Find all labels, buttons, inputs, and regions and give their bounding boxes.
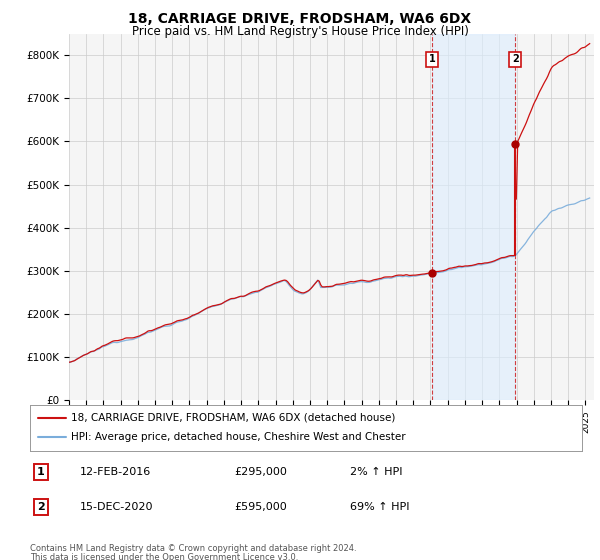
- Text: 18, CARRIAGE DRIVE, FRODSHAM, WA6 6DX (detached house): 18, CARRIAGE DRIVE, FRODSHAM, WA6 6DX (d…: [71, 413, 396, 423]
- Text: HPI: Average price, detached house, Cheshire West and Chester: HPI: Average price, detached house, Ches…: [71, 432, 406, 442]
- Bar: [432, 34, 515, 400]
- Text: 15-DEC-2020: 15-DEC-2020: [80, 502, 153, 512]
- Text: 2: 2: [512, 54, 518, 64]
- Text: 2: 2: [37, 502, 45, 512]
- Text: 69% ↑ HPI: 69% ↑ HPI: [350, 502, 410, 512]
- Text: £595,000: £595,000: [234, 502, 287, 512]
- Text: Contains HM Land Registry data © Crown copyright and database right 2024.: Contains HM Land Registry data © Crown c…: [30, 544, 356, 553]
- Text: This data is licensed under the Open Government Licence v3.0.: This data is licensed under the Open Gov…: [30, 553, 298, 560]
- Text: Price paid vs. HM Land Registry's House Price Index (HPI): Price paid vs. HM Land Registry's House …: [131, 25, 469, 38]
- Text: 2% ↑ HPI: 2% ↑ HPI: [350, 467, 403, 477]
- Text: £295,000: £295,000: [234, 467, 287, 477]
- Text: 12-FEB-2016: 12-FEB-2016: [80, 467, 151, 477]
- Text: 1: 1: [428, 54, 435, 64]
- Text: 1: 1: [37, 467, 45, 477]
- Text: 18, CARRIAGE DRIVE, FRODSHAM, WA6 6DX: 18, CARRIAGE DRIVE, FRODSHAM, WA6 6DX: [128, 12, 472, 26]
